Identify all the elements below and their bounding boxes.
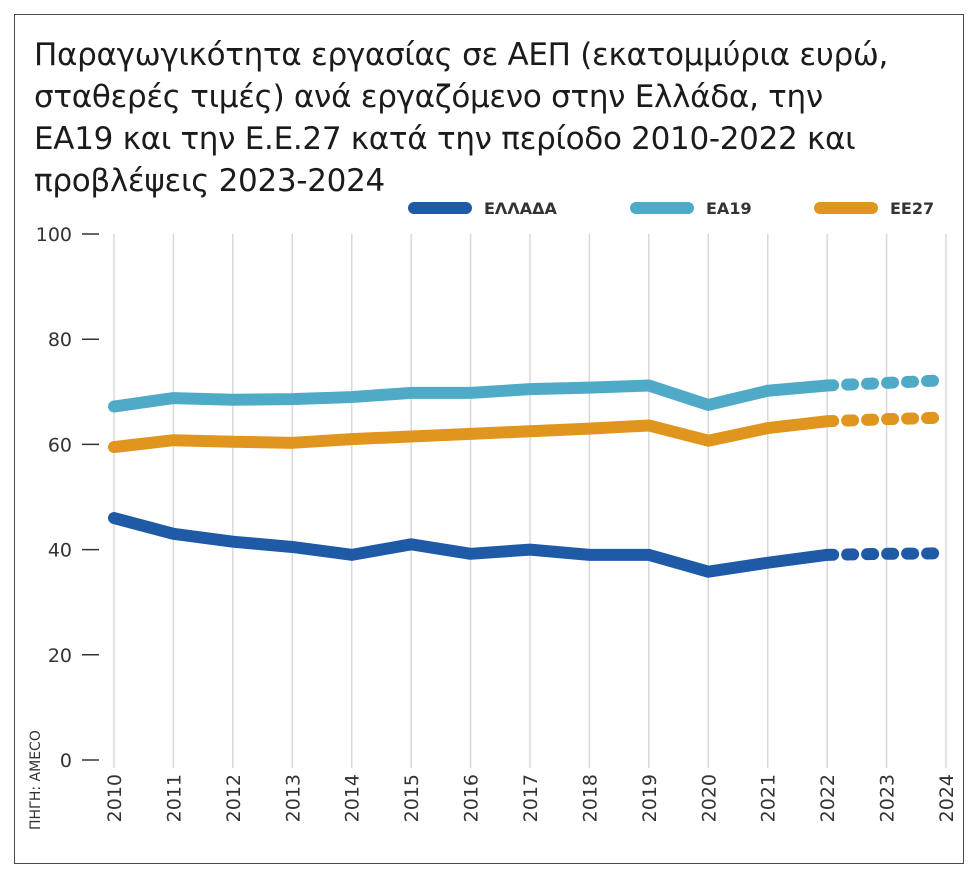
y-axis: 0 20 40 60 80 100 (36, 224, 99, 772)
y-tick-label: 60 (48, 434, 72, 456)
x-tick-label: 2024 (936, 774, 958, 822)
x-tick-label: 2020 (698, 774, 720, 822)
legend-label: ΕΑ19 (706, 199, 752, 218)
x-tick-label: 2012 (223, 774, 245, 822)
legend-label: ΕΛΛΑΔΑ (484, 199, 557, 218)
x-tick-label: 2017 (520, 774, 542, 822)
y-tick-label: 100 (36, 224, 72, 246)
forecast-line-εε27 (821, 411, 952, 428)
x-tick-label: 2016 (461, 774, 483, 822)
x-tick-label: 2018 (579, 774, 601, 822)
x-tick-label: 2013 (282, 774, 304, 822)
series-line-ελλαδα (108, 512, 834, 578)
series-line-εα19 (108, 379, 834, 413)
legend: ΕΛΛΑΔΑ ΕΑ19 ΕΕ27 (408, 199, 934, 218)
x-tick-label: 2023 (877, 774, 899, 822)
chart-title: Παραγωγικότητα εργασίας σε ΑΕΠ (εκατομμύ… (34, 37, 889, 199)
forecast-line-ελλαδα (821, 547, 952, 561)
x-tick-label: 2011 (163, 774, 185, 822)
series-lines (108, 374, 952, 578)
y-tick-label: 80 (48, 329, 72, 351)
forecast-line-εα19 (821, 374, 952, 392)
y-tick-label: 40 (48, 540, 72, 562)
x-tick-label: 2019 (639, 774, 661, 822)
x-axis: 2010 2011 2012 2013 2014 2015 2016 2017 2018 2019… (104, 774, 958, 822)
source-note: ΠΗΓΗ: AMECO (28, 730, 44, 830)
y-tick-label: 0 (60, 750, 72, 772)
series-line-εε27 (108, 415, 834, 454)
x-tick-label: 2010 (104, 774, 126, 822)
grid-lines (113, 234, 947, 768)
x-tick-label: 2022 (817, 774, 839, 822)
x-tick-label: 2021 (758, 774, 780, 822)
legend-label: ΕΕ27 (890, 199, 934, 218)
y-tick-label: 20 (48, 645, 72, 667)
x-tick-label: 2015 (401, 774, 423, 822)
x-tick-label: 2014 (342, 774, 364, 822)
